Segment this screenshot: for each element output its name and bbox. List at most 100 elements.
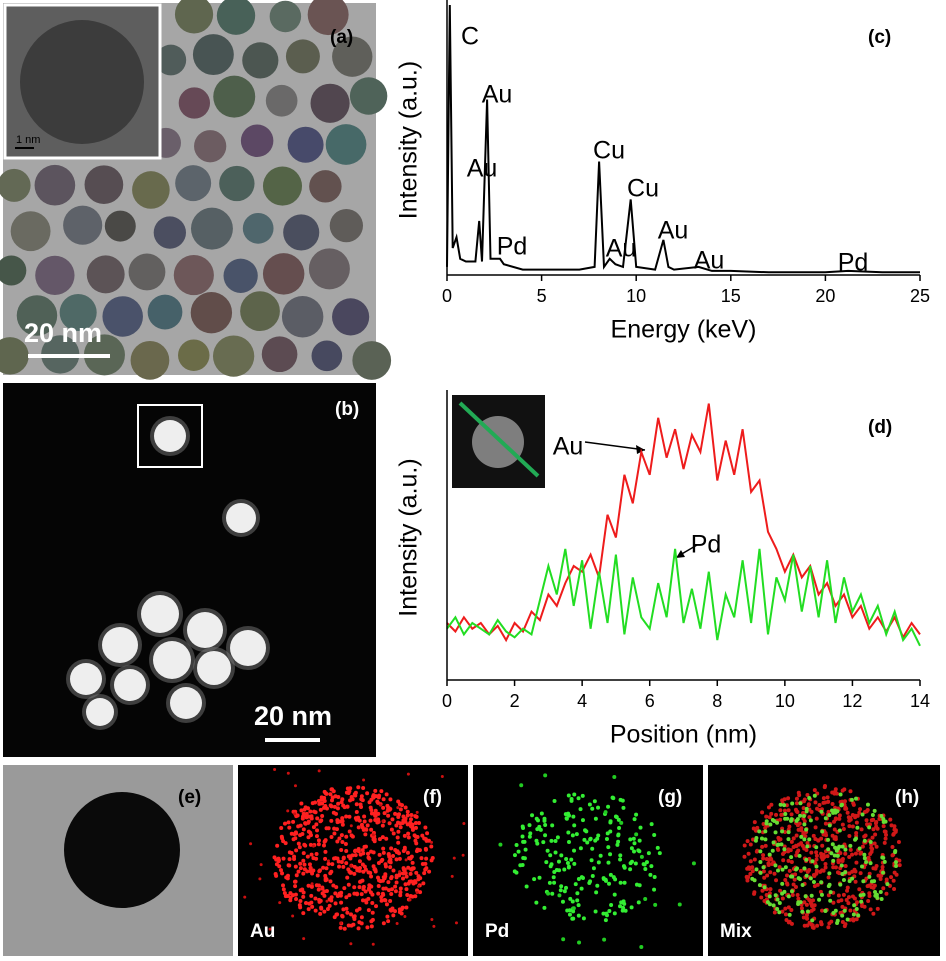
dot <box>823 865 828 870</box>
dot <box>562 889 567 894</box>
dot <box>777 910 782 915</box>
dot <box>591 866 596 871</box>
dot <box>823 816 828 821</box>
panel-label: (h) <box>895 787 919 808</box>
x-tick-label: 15 <box>721 286 741 306</box>
dot <box>811 879 816 884</box>
particle <box>70 663 102 695</box>
dot <box>883 829 888 834</box>
dot <box>520 863 525 868</box>
dot <box>870 835 875 840</box>
dot <box>450 874 454 878</box>
dot <box>420 833 425 838</box>
dot <box>604 836 609 841</box>
dot <box>317 769 321 773</box>
dot <box>296 841 301 846</box>
dot <box>395 835 400 840</box>
dot <box>365 791 370 796</box>
dot <box>334 827 339 832</box>
dot <box>345 910 350 915</box>
dot <box>413 825 418 830</box>
dot <box>422 871 427 876</box>
dot <box>628 861 633 866</box>
dot <box>512 853 517 858</box>
dot <box>655 845 660 850</box>
particle <box>242 42 279 79</box>
particle <box>212 335 255 377</box>
dot <box>398 890 403 895</box>
dot <box>884 891 889 896</box>
dot <box>424 866 429 871</box>
dot <box>286 771 290 775</box>
dot <box>854 907 859 912</box>
dot <box>406 865 411 870</box>
particle <box>84 165 124 205</box>
dot <box>570 899 575 904</box>
dot <box>397 856 402 861</box>
dot <box>782 797 787 802</box>
dot <box>878 873 883 878</box>
dot <box>538 827 543 832</box>
dot <box>752 857 757 862</box>
dot <box>296 824 301 829</box>
dot <box>521 839 526 844</box>
tem-particles <box>0 0 392 380</box>
dot <box>860 844 865 849</box>
dot <box>569 857 574 862</box>
dot <box>314 851 319 856</box>
dot <box>755 848 760 853</box>
dot <box>386 880 391 885</box>
dot <box>421 881 426 886</box>
dot <box>782 850 787 855</box>
dot <box>843 864 848 869</box>
dot <box>357 859 362 864</box>
dot <box>541 840 546 845</box>
particle <box>261 336 298 373</box>
dot <box>804 827 809 832</box>
dot <box>587 802 592 807</box>
particle <box>102 627 138 663</box>
dot <box>796 790 801 795</box>
dot <box>316 887 321 892</box>
dot <box>767 891 772 896</box>
dot <box>777 865 782 870</box>
dot <box>786 808 791 813</box>
dot <box>284 875 289 880</box>
dot <box>787 824 792 829</box>
dot <box>566 840 571 845</box>
dot <box>306 907 311 912</box>
x-tick-label: 4 <box>577 691 587 711</box>
dot <box>885 882 890 887</box>
dot <box>879 814 884 819</box>
particle <box>154 420 186 452</box>
dot <box>552 870 557 875</box>
dot <box>773 863 778 868</box>
dot <box>324 866 329 871</box>
dot <box>759 836 764 841</box>
dot <box>288 898 293 903</box>
dot <box>297 903 302 908</box>
dot <box>845 885 850 890</box>
dot <box>780 867 785 872</box>
dot <box>341 856 346 861</box>
dot <box>854 796 859 801</box>
dot <box>354 809 359 814</box>
dot <box>340 840 345 845</box>
dot <box>367 887 372 892</box>
dot <box>357 865 362 870</box>
dot <box>832 853 837 858</box>
dot <box>430 855 435 860</box>
dot <box>605 831 610 836</box>
dot <box>877 816 882 821</box>
dot <box>350 853 355 858</box>
particle <box>242 212 274 244</box>
dot <box>403 871 408 876</box>
dot <box>383 872 388 877</box>
dot <box>850 852 855 857</box>
dot <box>328 879 333 884</box>
dot <box>804 902 809 907</box>
dot <box>867 874 872 879</box>
dot <box>893 850 898 855</box>
dot <box>381 805 386 810</box>
dot <box>794 853 799 858</box>
